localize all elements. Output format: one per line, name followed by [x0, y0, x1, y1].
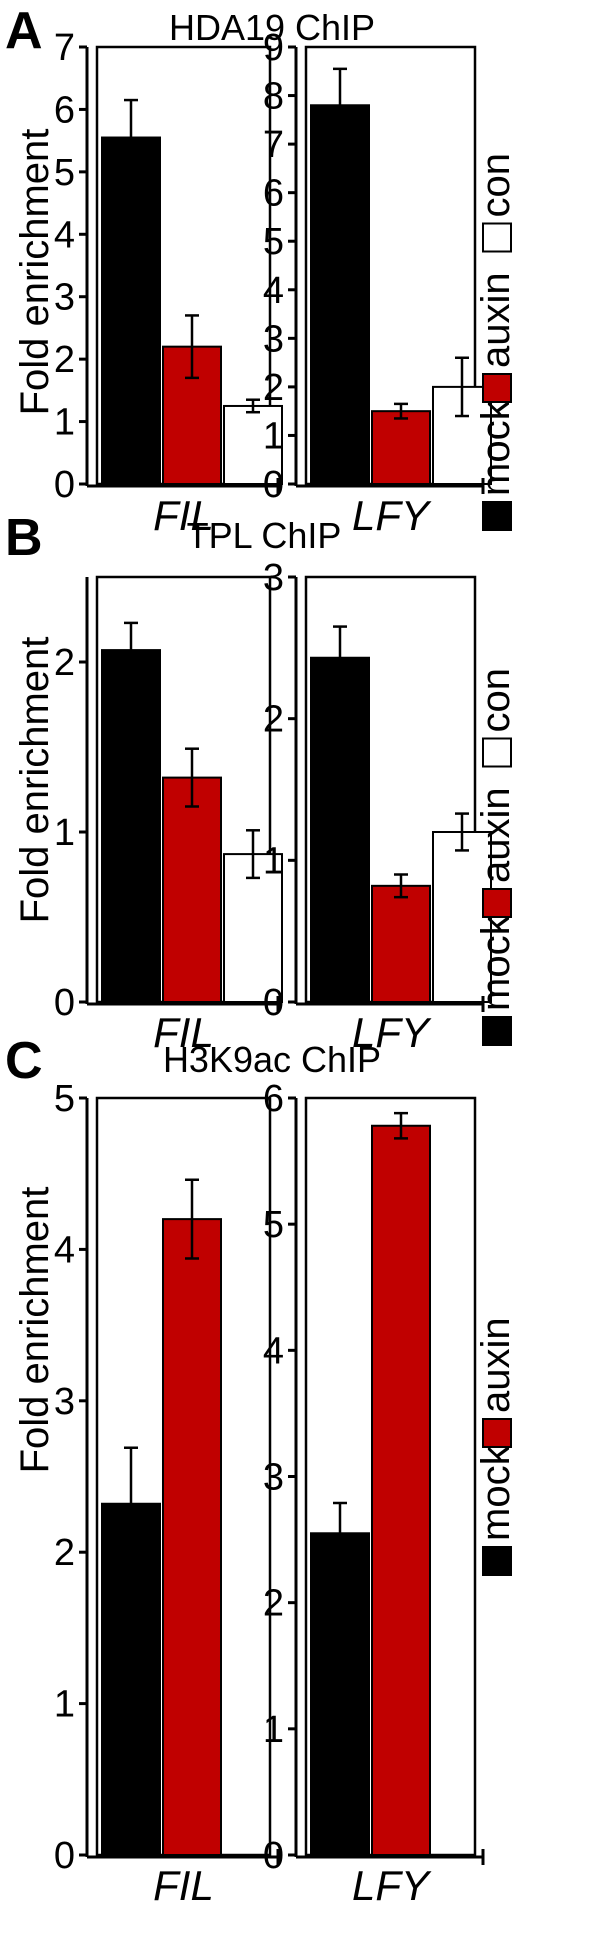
y-tick-label: 5: [263, 221, 284, 263]
bar-auxin: [371, 1124, 431, 1857]
y-tick-label: 0: [54, 464, 75, 506]
y-tick-label: 0: [54, 1835, 75, 1877]
legend-label-con: con: [474, 668, 518, 733]
legend-label-mock: mock: [474, 399, 518, 496]
y-axis-label: Fold enrichment: [13, 637, 57, 924]
x-category-label: LFY: [352, 1009, 432, 1056]
y-tick-label: 1: [54, 812, 75, 854]
y-tick-label: 2: [54, 1532, 75, 1574]
legend-swatch-auxin: [482, 1418, 512, 1448]
y-tick-label: 0: [263, 464, 284, 506]
legend-label-auxin: auxin: [474, 1317, 518, 1413]
y-tick-label: 1: [263, 840, 284, 882]
x-category-label: LFY: [352, 492, 432, 539]
y-tick-label: 4: [263, 1330, 284, 1372]
legend-swatch-mock: [482, 1546, 512, 1576]
panel-letter: C: [5, 1032, 43, 1090]
y-tick-label: 7: [263, 124, 284, 166]
y-tick-label: 6: [263, 173, 284, 215]
legend-swatch-mock: [482, 501, 512, 531]
y-tick-label: 6: [54, 89, 75, 131]
panel-b: B TPL ChIP Fold enrichment 0 1 2 FIL 0 1 2 3 LFY moc…: [5, 509, 518, 1056]
y-tick-label: 2: [263, 699, 284, 741]
legend-swatch-auxin: [482, 373, 512, 403]
bar-auxin: [162, 776, 222, 1003]
subplot-fil: 0 1 2 FIL: [54, 575, 283, 1056]
bar-auxin: [371, 884, 431, 1003]
subplot-lfy: 0 1 2 3 LFY: [263, 557, 492, 1056]
bar-auxin: [371, 410, 431, 485]
legend: mock auxin con: [474, 668, 518, 1046]
y-tick-label: 2: [54, 339, 75, 381]
panel-title: HDA19 ChIP: [169, 7, 375, 48]
x-category-label: LFY: [352, 1862, 432, 1909]
y-tick-label: 4: [54, 214, 75, 256]
y-tick-label: 1: [263, 415, 284, 457]
y-tick-label: 4: [54, 1229, 75, 1271]
subplot-fil: 0 1 2 3 4 5 6 7 FIL: [54, 27, 283, 539]
panel-a: A HDA19 ChIP Fold enrichment 0 1 2 3 4 5 6 7 FIL 0 1 2…: [5, 2, 518, 539]
bar-mock: [310, 656, 370, 1003]
y-tick-label: 9: [263, 27, 284, 69]
y-tick-label: 3: [54, 1381, 75, 1423]
panel-c: C H3K9ac ChIP Fold enrichment 0 1 2 3 4 5 FIL 0 1 2 3…: [5, 1032, 518, 1909]
y-axis-label: Fold enrichment: [13, 1187, 57, 1474]
x-category-label: FIL: [153, 492, 214, 539]
y-tick-label: 0: [54, 982, 75, 1024]
y-tick-label: 3: [263, 1457, 284, 1499]
legend-label-auxin: auxin: [474, 272, 518, 368]
y-tick-label: 8: [263, 76, 284, 118]
y-tick-label: 6: [263, 1078, 284, 1120]
bar-auxin: [162, 1218, 222, 1856]
subplot-lfy: 0 1 2 3 4 5 6 LFY: [263, 1078, 485, 1909]
y-tick-label: 3: [263, 557, 284, 599]
bar-con: [223, 404, 283, 486]
subplot-fil: 0 1 2 3 4 5 FIL: [54, 1078, 280, 1909]
legend-label-con: con: [474, 153, 518, 218]
panel-title: H3K9ac ChIP: [163, 1039, 381, 1080]
y-tick-label: 0: [263, 982, 284, 1024]
bar-mock: [101, 1502, 161, 1856]
legend-label-mock: mock: [474, 914, 518, 1011]
y-tick-label: 5: [54, 1078, 75, 1120]
y-tick-label: 5: [263, 1204, 284, 1246]
y-axis-label: Fold enrichment: [13, 129, 57, 416]
panel-title: TPL ChIP: [187, 515, 342, 556]
subplot-lfy: 0 1 2 3 4 5 6 7 8 9 LFY: [263, 27, 492, 539]
y-tick-label: 5: [54, 152, 75, 194]
y-tick-label: 2: [263, 367, 284, 409]
x-category-label: FIL: [153, 1862, 214, 1909]
y-tick-label: 0: [263, 1835, 284, 1877]
y-tick-label: 3: [54, 277, 75, 319]
legend: mock auxin con: [474, 153, 518, 531]
legend-swatch-con: [482, 222, 512, 253]
bar-mock: [310, 104, 370, 486]
legend-swatch-con: [482, 737, 512, 768]
y-tick-label: 3: [263, 318, 284, 360]
legend-label-auxin: auxin: [474, 787, 518, 883]
legend-swatch-auxin: [482, 888, 512, 918]
legend-swatch-mock: [482, 1016, 512, 1046]
x-category-label: FIL: [153, 1009, 214, 1056]
bar-mock: [101, 136, 161, 485]
bar-mock: [310, 1532, 370, 1857]
bar-mock: [101, 649, 161, 1003]
y-tick-label: 7: [54, 27, 75, 69]
legend: mock auxin: [474, 1317, 518, 1576]
y-tick-label: 1: [263, 1709, 284, 1751]
y-tick-label: 2: [54, 642, 75, 684]
y-tick-label: 2: [263, 1583, 284, 1625]
panel-letter: A: [5, 2, 43, 60]
y-tick-label: 1: [54, 402, 75, 444]
y-tick-label: 1: [54, 1684, 75, 1726]
y-tick-label: 4: [263, 270, 284, 312]
panel-letter: B: [5, 509, 43, 567]
legend-label-mock: mock: [474, 1444, 518, 1541]
